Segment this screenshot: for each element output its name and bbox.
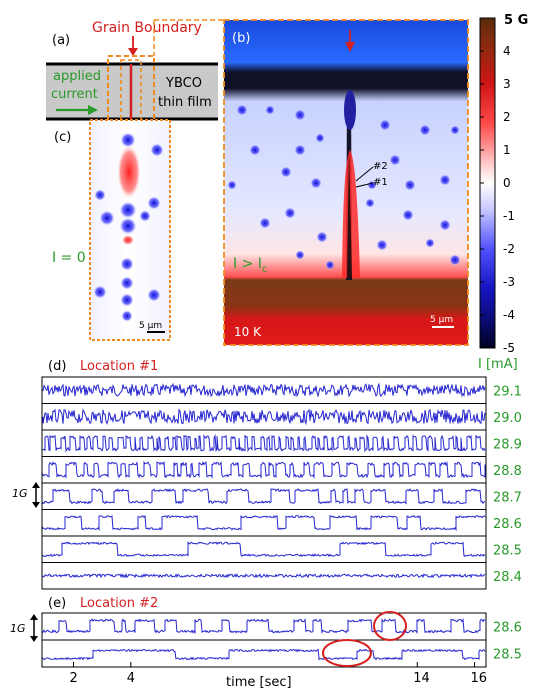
panel-b-condition: I > Ic [233, 256, 267, 275]
current-label: 28.5 [493, 648, 522, 663]
scale-bar-d-label: 1G [12, 487, 28, 500]
panel-c: (c) 5 μm I = 0 [52, 119, 171, 341]
scale-bar-e-label: 1G [10, 622, 26, 635]
current-label: 28.9 [493, 437, 522, 452]
trace-line [42, 572, 486, 579]
trace-frame [41, 482, 487, 510]
panel-e-location: Location #2 [80, 596, 158, 611]
marker-2: #2 [373, 161, 388, 172]
time-tick-label: 4 [127, 671, 135, 686]
colorbar-tick-label: 3 [503, 77, 511, 91]
colorbar-tick-label: -4 [503, 308, 515, 322]
colorbar-tick-label: 1 [503, 143, 511, 157]
grain-boundary-label: Grain Boundary [92, 20, 202, 36]
panel-d-location: Location #1 [80, 359, 158, 374]
flux-channel [342, 150, 360, 278]
colorbar: 5 G 4 3 2 1 0 -1 -2 -3 -4 -5 [479, 13, 528, 355]
trace-line [42, 382, 486, 398]
colorbar-unit: 5 G [504, 13, 528, 28]
current-header: I [mA] [478, 357, 518, 372]
current-label: 28.7 [493, 490, 522, 505]
panel-e-tag: (e) [48, 596, 66, 611]
panel-c-condition: I = 0 [52, 250, 86, 266]
film-label-1: YBCO [165, 76, 202, 91]
panel-b-tag: (b) [232, 31, 250, 46]
trace-frame [41, 562, 487, 590]
colorbar-tick-label: -1 [503, 209, 515, 223]
trace-frame [41, 376, 487, 404]
colorbar-tick-label: -3 [503, 275, 515, 289]
panel-e: (e) Location #2 28.6 28.5 1G [10, 596, 522, 668]
panel-d-tag: (d) [48, 359, 66, 374]
grain-boundary-arrowhead [128, 48, 138, 56]
panel-c-scale-label: 5 μm [139, 321, 162, 331]
panel-b: (b) [223, 19, 469, 346]
applied-label: applied [53, 69, 101, 84]
panel-d: (d) Location #1 I [mA] 29.129.028.928.82… [12, 357, 522, 590]
current-arrowhead [88, 105, 98, 115]
current-label: 28.8 [493, 464, 522, 479]
trace-line [42, 433, 486, 453]
time-tick-label: 2 [70, 671, 78, 686]
trace-frame [41, 612, 487, 641]
current-label: 28.4 [493, 570, 522, 585]
panel-a: (a) Grain Boundary applied current YBCO … [46, 20, 218, 127]
panel-b-scale-label: 5 μm [430, 315, 453, 325]
trace-line [42, 408, 486, 426]
time-ticks: 2 4 14 16 [70, 662, 488, 686]
time-axis: 2 4 14 16 time [sec] [70, 662, 488, 690]
colorbar-tick-label: 2 [503, 110, 511, 124]
current-label: current [51, 87, 98, 102]
marker-1: #1 [373, 177, 388, 188]
panel-b-frame [223, 19, 469, 346]
trace-frame [41, 509, 487, 537]
highlight-circle-2 [322, 639, 372, 667]
panel-c-tag: (c) [54, 130, 71, 145]
trace-line [42, 541, 486, 558]
colorbar-tick-label: -2 [503, 242, 515, 256]
panel-b-temperature: 10 K [234, 325, 262, 339]
time-tick-label: 16 [471, 671, 488, 686]
current-label: 28.6 [493, 621, 522, 636]
trace-line [42, 617, 486, 635]
colorbar-ticks: 4 3 2 1 0 -1 -2 -3 -4 -5 [480, 44, 515, 355]
trace-line [42, 648, 486, 661]
current-label: 28.5 [493, 543, 522, 558]
trace-frame [41, 535, 487, 563]
current-label: 29.1 [493, 384, 522, 399]
current-label: 28.6 [493, 517, 522, 532]
trace-line [42, 488, 486, 505]
trace-frame [41, 456, 487, 484]
traces-d [41, 376, 487, 590]
trace-line [42, 460, 486, 480]
colorbar-tick-label: 4 [503, 44, 511, 58]
film-label-2: thin film [158, 95, 212, 110]
current-label: 29.0 [493, 411, 522, 426]
panel-a-tag: (a) [52, 33, 70, 48]
traces-e [41, 612, 487, 668]
currents-d: 29.1 29.0 28.9 28.8 28.7 28.6 28.5 28.4 [493, 384, 522, 585]
trace-frame [41, 639, 487, 668]
time-axis-label: time [sec] [226, 675, 292, 690]
currents-e: 28.6 28.5 [493, 621, 522, 663]
time-tick-label: 14 [413, 671, 430, 686]
highlight-circle-1 [373, 611, 407, 641]
panel-b-vortices [227, 104, 461, 270]
colorbar-tick-label: -5 [503, 341, 515, 355]
colorbar-tick-label: 0 [503, 176, 511, 190]
panel-c-frame [89, 119, 171, 341]
trace-line [42, 514, 486, 532]
